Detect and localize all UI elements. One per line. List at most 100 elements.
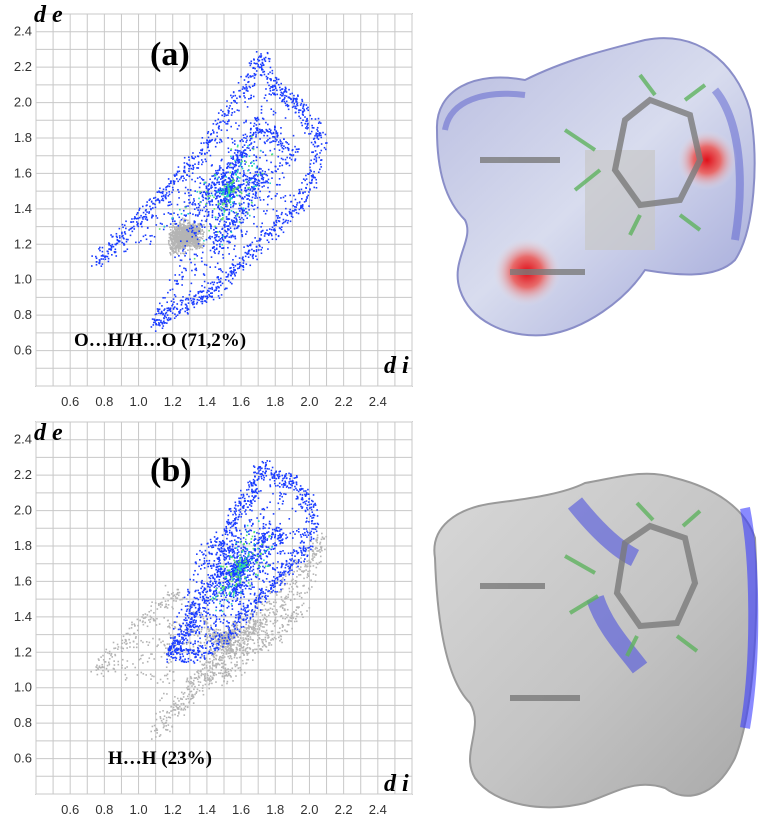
data-point bbox=[175, 247, 177, 250]
data-point bbox=[209, 133, 212, 136]
data-point bbox=[238, 202, 241, 205]
data-point bbox=[215, 191, 218, 194]
data-point bbox=[280, 635, 283, 638]
data-point bbox=[165, 728, 167, 731]
data-point bbox=[158, 302, 161, 305]
data-point bbox=[242, 92, 245, 95]
data-point bbox=[156, 308, 159, 310]
data-point bbox=[238, 204, 241, 207]
data-point bbox=[247, 169, 250, 171]
data-point bbox=[199, 297, 202, 300]
data-point bbox=[264, 142, 266, 145]
data-point bbox=[318, 121, 321, 123]
data-point bbox=[253, 629, 256, 631]
data-point bbox=[249, 243, 252, 246]
data-point bbox=[232, 650, 235, 653]
data-point bbox=[261, 62, 264, 65]
data-point bbox=[189, 690, 191, 693]
data-point bbox=[275, 238, 278, 241]
data-point bbox=[232, 173, 235, 176]
data-point bbox=[268, 614, 270, 617]
data-point bbox=[226, 287, 228, 290]
data-point bbox=[127, 632, 129, 635]
data-point bbox=[168, 309, 170, 312]
data-point bbox=[290, 212, 293, 215]
data-point bbox=[213, 182, 215, 184]
data-point bbox=[314, 155, 317, 158]
data-point bbox=[214, 139, 216, 142]
data-point bbox=[201, 152, 203, 155]
data-point bbox=[159, 603, 162, 606]
data-point bbox=[269, 620, 272, 623]
data-point bbox=[171, 226, 173, 228]
data-point bbox=[251, 255, 254, 258]
data-point bbox=[231, 172, 234, 174]
data-point bbox=[178, 221, 181, 224]
data-point bbox=[235, 217, 237, 220]
data-point bbox=[286, 222, 289, 224]
data-point bbox=[148, 212, 150, 214]
data-point bbox=[169, 626, 171, 629]
data-point bbox=[256, 182, 258, 184]
data-point bbox=[233, 212, 236, 214]
data-point bbox=[249, 139, 251, 142]
data-point bbox=[231, 277, 234, 280]
data-point bbox=[174, 709, 177, 711]
data-point bbox=[255, 250, 258, 253]
data-point bbox=[239, 669, 242, 672]
data-point bbox=[97, 658, 100, 660]
data-point bbox=[232, 223, 235, 226]
data-point bbox=[233, 245, 236, 247]
data-point bbox=[116, 242, 119, 245]
data-point bbox=[197, 215, 199, 217]
data-point bbox=[239, 96, 241, 98]
data-point bbox=[319, 163, 322, 166]
data-point bbox=[315, 159, 318, 161]
data-point bbox=[319, 546, 322, 548]
data-point bbox=[209, 195, 211, 197]
data-point bbox=[173, 231, 176, 234]
data-point bbox=[281, 211, 283, 214]
data-point bbox=[244, 207, 247, 210]
data-point bbox=[250, 60, 253, 63]
data-point bbox=[154, 330, 157, 332]
data-point bbox=[318, 549, 321, 551]
data-point bbox=[291, 216, 294, 219]
data-point bbox=[235, 180, 238, 182]
data-point bbox=[196, 236, 199, 238]
data-point bbox=[190, 234, 193, 236]
data-point bbox=[219, 192, 221, 195]
data-point bbox=[249, 75, 252, 77]
data-point bbox=[165, 603, 167, 606]
data-point bbox=[274, 616, 277, 619]
data-point bbox=[219, 203, 222, 205]
data-point bbox=[169, 226, 171, 229]
data-point bbox=[198, 230, 200, 233]
data-point bbox=[315, 186, 318, 189]
data-point bbox=[227, 185, 229, 188]
data-point bbox=[211, 671, 213, 673]
data-point bbox=[215, 197, 217, 200]
data-point bbox=[198, 211, 201, 213]
data-point bbox=[233, 179, 235, 182]
data-point bbox=[168, 183, 170, 185]
data-point bbox=[101, 254, 104, 256]
data-point bbox=[248, 165, 250, 167]
data-point bbox=[248, 144, 251, 146]
data-point bbox=[208, 687, 211, 690]
data-point bbox=[265, 620, 268, 623]
data-point bbox=[168, 716, 170, 719]
data-point bbox=[283, 100, 286, 103]
data-point bbox=[236, 109, 239, 111]
data-point bbox=[287, 593, 290, 596]
data-point bbox=[252, 75, 254, 77]
data-point bbox=[267, 73, 270, 75]
data-point bbox=[218, 223, 220, 225]
data-point bbox=[102, 258, 104, 260]
data-point bbox=[192, 168, 194, 171]
data-point bbox=[187, 298, 190, 301]
data-point bbox=[214, 183, 217, 186]
data-point bbox=[242, 207, 245, 210]
data-point bbox=[160, 191, 163, 194]
data-point bbox=[222, 180, 224, 182]
